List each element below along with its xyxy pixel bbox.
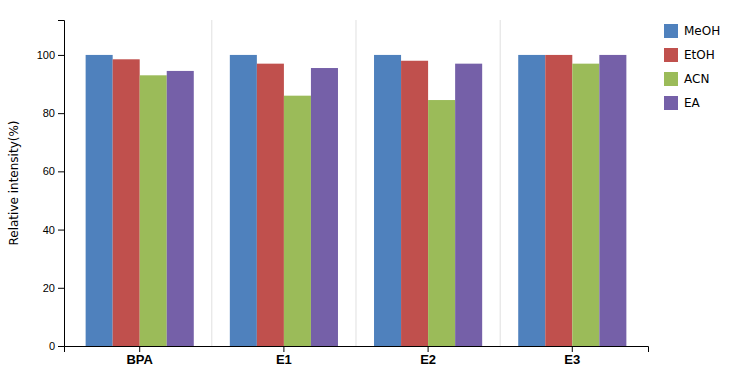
chart: 0 20 40 60 80 100 BPA E1 E2 E3 Relative intensity(… <box>0 0 748 386</box>
bar <box>284 96 311 346</box>
tick-mark <box>428 346 429 352</box>
bar <box>311 68 338 346</box>
legend-label: ACN <box>684 72 709 86</box>
bar <box>545 55 572 346</box>
tick-mark <box>58 55 64 56</box>
group-separator <box>356 20 357 346</box>
bar-series <box>86 55 546 346</box>
legend-label: EA <box>684 96 701 110</box>
tick-mark <box>283 346 284 352</box>
tick-mark <box>58 113 64 114</box>
axis-line <box>65 347 649 353</box>
bars <box>86 55 627 346</box>
plot: 0 20 40 60 80 100 BPA E1 E2 E3 <box>37 20 649 367</box>
tick-mark <box>572 346 573 352</box>
bar <box>599 55 626 346</box>
bar-series <box>113 55 573 346</box>
group-separator <box>211 20 212 346</box>
tick-label: 20 <box>43 282 55 294</box>
legend-label: MeOH <box>684 24 720 38</box>
tick: 80 <box>43 107 64 119</box>
x-axis: BPA E1 E2 E3 <box>65 346 649 367</box>
legend-label: EtOH <box>684 48 715 62</box>
legend-item: ACN <box>664 72 709 86</box>
tick-label: 0 <box>49 340 55 352</box>
y-axis-title: Relative intensity(%) <box>7 121 21 246</box>
tick: E2 <box>420 346 436 367</box>
bar <box>374 55 401 346</box>
tick: 100 <box>37 49 64 61</box>
bar-series <box>140 64 600 346</box>
tick-label: E3 <box>564 352 580 367</box>
bar <box>113 59 140 346</box>
tick-label: 40 <box>43 224 55 236</box>
legend-swatch <box>664 24 678 38</box>
group-separator <box>500 20 501 346</box>
tick: E1 <box>276 346 292 367</box>
tick-mark <box>139 346 140 352</box>
bar <box>167 71 194 346</box>
tick: 60 <box>43 165 64 177</box>
bar <box>518 55 545 346</box>
tick-label: 100 <box>37 49 55 61</box>
bar <box>140 75 167 346</box>
tick-label: E1 <box>276 352 292 367</box>
tick-label: 60 <box>43 165 55 177</box>
tick: 40 <box>43 224 64 236</box>
tick-mark <box>58 346 64 347</box>
legend: MeOH EtOH ACN EA <box>664 24 720 110</box>
bar <box>572 64 599 346</box>
bar <box>230 55 257 346</box>
legend-item: MeOH <box>664 24 720 38</box>
group-separators <box>212 20 500 346</box>
tick: 0 <box>49 340 64 352</box>
legend-item: EA <box>664 96 701 110</box>
bar <box>257 64 284 346</box>
bar-series <box>167 55 627 346</box>
tick-label: BPA <box>126 352 153 367</box>
bar <box>86 55 113 346</box>
bar <box>455 64 482 346</box>
tick: BPA <box>126 346 153 367</box>
legend-swatch <box>664 96 678 110</box>
axis-line <box>58 21 65 347</box>
tick-mark <box>58 230 64 231</box>
tick-label: 80 <box>43 107 55 119</box>
tick-mark <box>58 288 64 289</box>
bar <box>428 100 455 346</box>
y-axis: 0 20 40 60 80 100 <box>37 21 65 353</box>
legend-swatch <box>664 48 678 62</box>
legend-item: EtOH <box>664 48 715 62</box>
tick: E3 <box>564 346 580 367</box>
legend-swatch <box>664 72 678 86</box>
bar <box>401 61 428 346</box>
tick-mark <box>58 171 64 172</box>
tick-label: E2 <box>420 352 436 367</box>
tick: 20 <box>43 282 64 294</box>
